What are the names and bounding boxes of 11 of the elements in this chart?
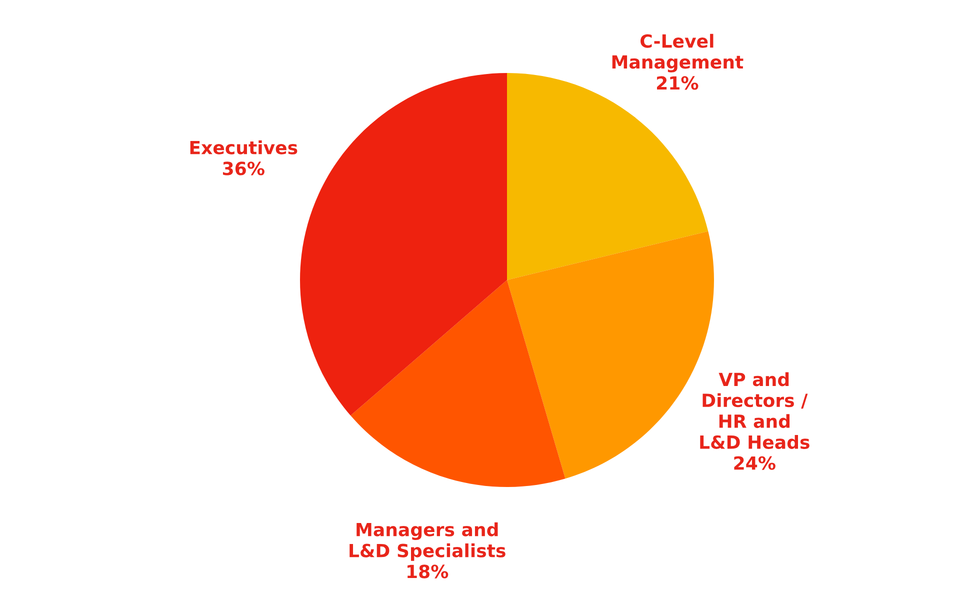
data-label: 24% xyxy=(734,456,776,470)
data-label: 21% xyxy=(657,76,698,90)
slice-label: VP and Directors / HR and L&D Heads xyxy=(700,372,810,449)
slice-label: Managers and L&D Specialists xyxy=(350,522,506,561)
slice-label: Executives xyxy=(190,140,298,154)
data-label: 18% xyxy=(408,564,448,578)
data-label: 36% xyxy=(222,162,264,176)
pie-slice xyxy=(300,73,507,416)
pie-slice xyxy=(350,280,566,487)
pie-slice xyxy=(507,73,708,280)
slice-label: C-Level Management xyxy=(612,34,744,72)
